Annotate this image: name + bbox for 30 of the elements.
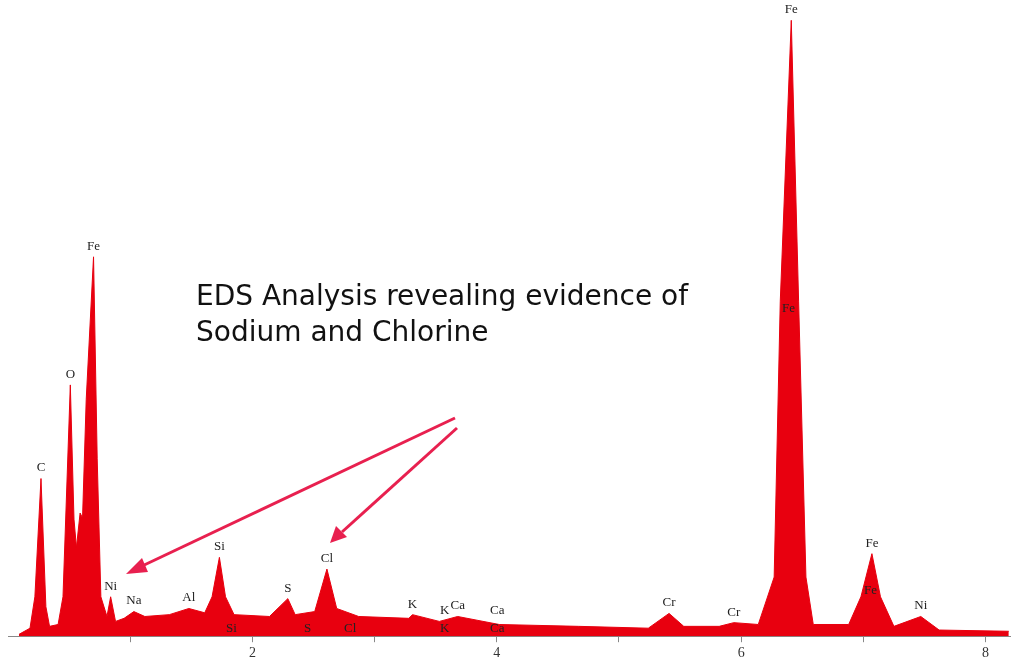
annotation: Al [182,589,196,605]
annotation: Fe [864,582,877,598]
x-tick-label: 6 [737,645,745,661]
annotation: Cl [344,620,357,636]
annotation: Ni [914,597,928,613]
annotation: Fe [87,237,101,253]
annotation: Si [213,538,226,554]
annotation: Fe [865,534,879,550]
annotation: Fe [784,1,798,17]
annotation: Ni [104,577,118,593]
annotation: K [407,595,418,611]
annotation: K [440,620,450,636]
annotation: S [304,620,312,636]
annotation: O [65,365,76,381]
annotation: Fe [782,300,795,316]
annotation: S [284,579,292,595]
x-tick-label: 2 [248,645,256,661]
annotation: Ca [450,597,466,613]
x-tick-label: 8 [982,645,990,661]
annotation: Ca [490,620,505,636]
annotation: Cr [727,603,742,619]
annotation: EDS Analysis revealing evidence of Sodium and Chlorine [196,278,690,350]
annotation: C [36,459,46,475]
annotation: Ca [490,602,505,618]
annotation: Na [126,592,142,608]
annotation: Si [226,620,237,636]
annotation: Cl [320,549,334,565]
annotation: K [440,602,450,618]
annotation: Cr [662,594,677,610]
x-tick-label: 4 [493,645,501,661]
